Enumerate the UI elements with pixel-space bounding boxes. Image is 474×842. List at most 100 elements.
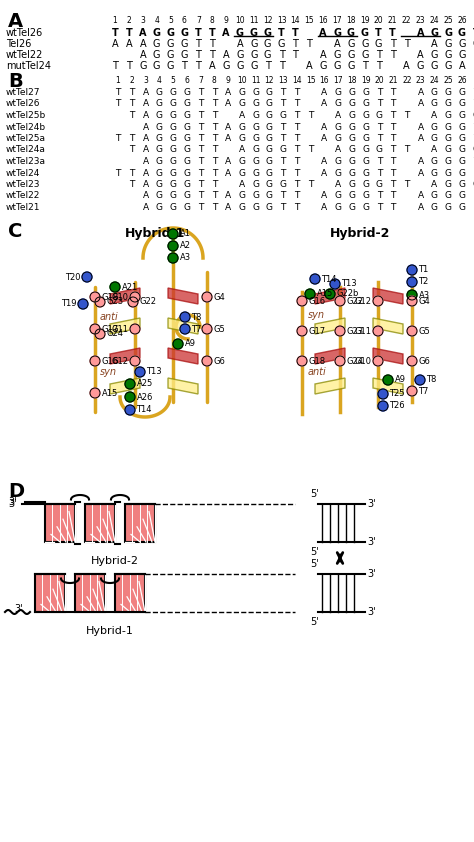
Text: A25: A25	[137, 380, 153, 388]
Text: 15: 15	[306, 76, 316, 85]
Text: 3': 3'	[9, 497, 17, 507]
Text: 14: 14	[292, 76, 301, 85]
Text: T: T	[195, 61, 201, 71]
Text: T7: T7	[191, 324, 202, 333]
Circle shape	[335, 296, 345, 306]
Text: G22: G22	[139, 297, 156, 306]
Circle shape	[130, 324, 140, 334]
Text: G: G	[444, 61, 452, 71]
Text: G17: G17	[309, 327, 326, 335]
Text: Hybrid-1: Hybrid-1	[86, 626, 134, 636]
Circle shape	[378, 389, 388, 399]
Text: G: G	[167, 39, 174, 49]
Text: 20: 20	[374, 16, 383, 25]
Text: T: T	[211, 99, 217, 109]
Text: G: G	[238, 191, 246, 200]
Text: G: G	[156, 191, 163, 200]
Text: G: G	[335, 88, 342, 97]
Text: A: A	[418, 88, 424, 97]
Text: G22b: G22b	[337, 290, 359, 299]
Text: G: G	[156, 157, 163, 166]
Polygon shape	[168, 348, 198, 364]
Text: 11: 11	[249, 16, 258, 25]
Text: G: G	[347, 50, 355, 60]
Text: D: D	[8, 482, 24, 501]
Text: G4: G4	[419, 296, 430, 306]
Circle shape	[407, 296, 417, 306]
Text: T: T	[198, 191, 203, 200]
Text: mutTel24: mutTel24	[6, 61, 51, 71]
Bar	[85, 504, 115, 542]
Text: A: A	[418, 191, 424, 200]
Text: T: T	[211, 88, 217, 97]
Text: G5: G5	[419, 327, 430, 335]
Text: G: G	[266, 203, 273, 212]
Text: G16: G16	[309, 296, 326, 306]
Text: A: A	[321, 168, 328, 178]
Text: 4: 4	[157, 76, 162, 85]
Text: G: G	[252, 191, 259, 200]
Text: A: A	[417, 28, 424, 38]
Text: G: G	[266, 99, 273, 109]
Text: wtTel22: wtTel22	[6, 191, 40, 200]
Text: T: T	[211, 146, 217, 154]
Text: 10: 10	[235, 16, 245, 25]
Text: G: G	[280, 111, 287, 120]
Text: T: T	[391, 191, 396, 200]
Text: A: A	[143, 146, 148, 154]
Circle shape	[168, 229, 178, 239]
Text: G: G	[250, 61, 257, 71]
Text: A: A	[143, 111, 148, 120]
Circle shape	[78, 299, 88, 309]
Text: T: T	[198, 203, 203, 212]
Circle shape	[90, 388, 100, 398]
Text: 5': 5'	[310, 559, 319, 569]
Circle shape	[130, 356, 140, 366]
Text: T: T	[211, 191, 217, 200]
Text: G: G	[445, 88, 452, 97]
Text: 3: 3	[143, 76, 148, 85]
Text: G: G	[376, 146, 383, 154]
Text: T: T	[377, 191, 382, 200]
Text: G11: G11	[111, 324, 128, 333]
Text: G: G	[375, 39, 383, 49]
Text: G: G	[362, 146, 369, 154]
Text: A: A	[418, 134, 424, 143]
Text: G4: G4	[213, 292, 225, 301]
Text: G: G	[458, 111, 465, 120]
Text: T14: T14	[321, 274, 337, 284]
Circle shape	[325, 289, 335, 299]
Text: G: G	[266, 180, 273, 189]
Circle shape	[125, 405, 135, 415]
Text: G: G	[252, 168, 259, 178]
Text: A: A	[418, 157, 424, 166]
Text: T7: T7	[419, 386, 429, 396]
Text: A: A	[319, 28, 327, 38]
Text: G: G	[445, 168, 452, 178]
Text: T: T	[281, 157, 286, 166]
Text: G: G	[347, 61, 355, 71]
Text: T: T	[391, 168, 396, 178]
Text: T: T	[294, 180, 300, 189]
Text: A: A	[321, 191, 328, 200]
Polygon shape	[110, 348, 140, 364]
Text: A: A	[126, 39, 132, 49]
Text: G: G	[458, 168, 465, 178]
Text: G: G	[458, 180, 465, 189]
Circle shape	[82, 272, 92, 282]
Text: A: A	[431, 111, 438, 120]
Bar	[35, 574, 65, 612]
Text: T: T	[473, 99, 474, 109]
Text: A: A	[418, 203, 424, 212]
Text: T: T	[403, 39, 410, 49]
Text: G12: G12	[355, 296, 372, 306]
Text: G: G	[170, 191, 176, 200]
Text: G: G	[266, 157, 273, 166]
Text: G: G	[444, 39, 452, 49]
Text: A: A	[143, 122, 148, 131]
Text: G: G	[156, 146, 163, 154]
Text: A1: A1	[180, 230, 191, 238]
Text: G: G	[170, 99, 176, 109]
Text: G: G	[183, 146, 190, 154]
Text: G: G	[139, 61, 146, 71]
